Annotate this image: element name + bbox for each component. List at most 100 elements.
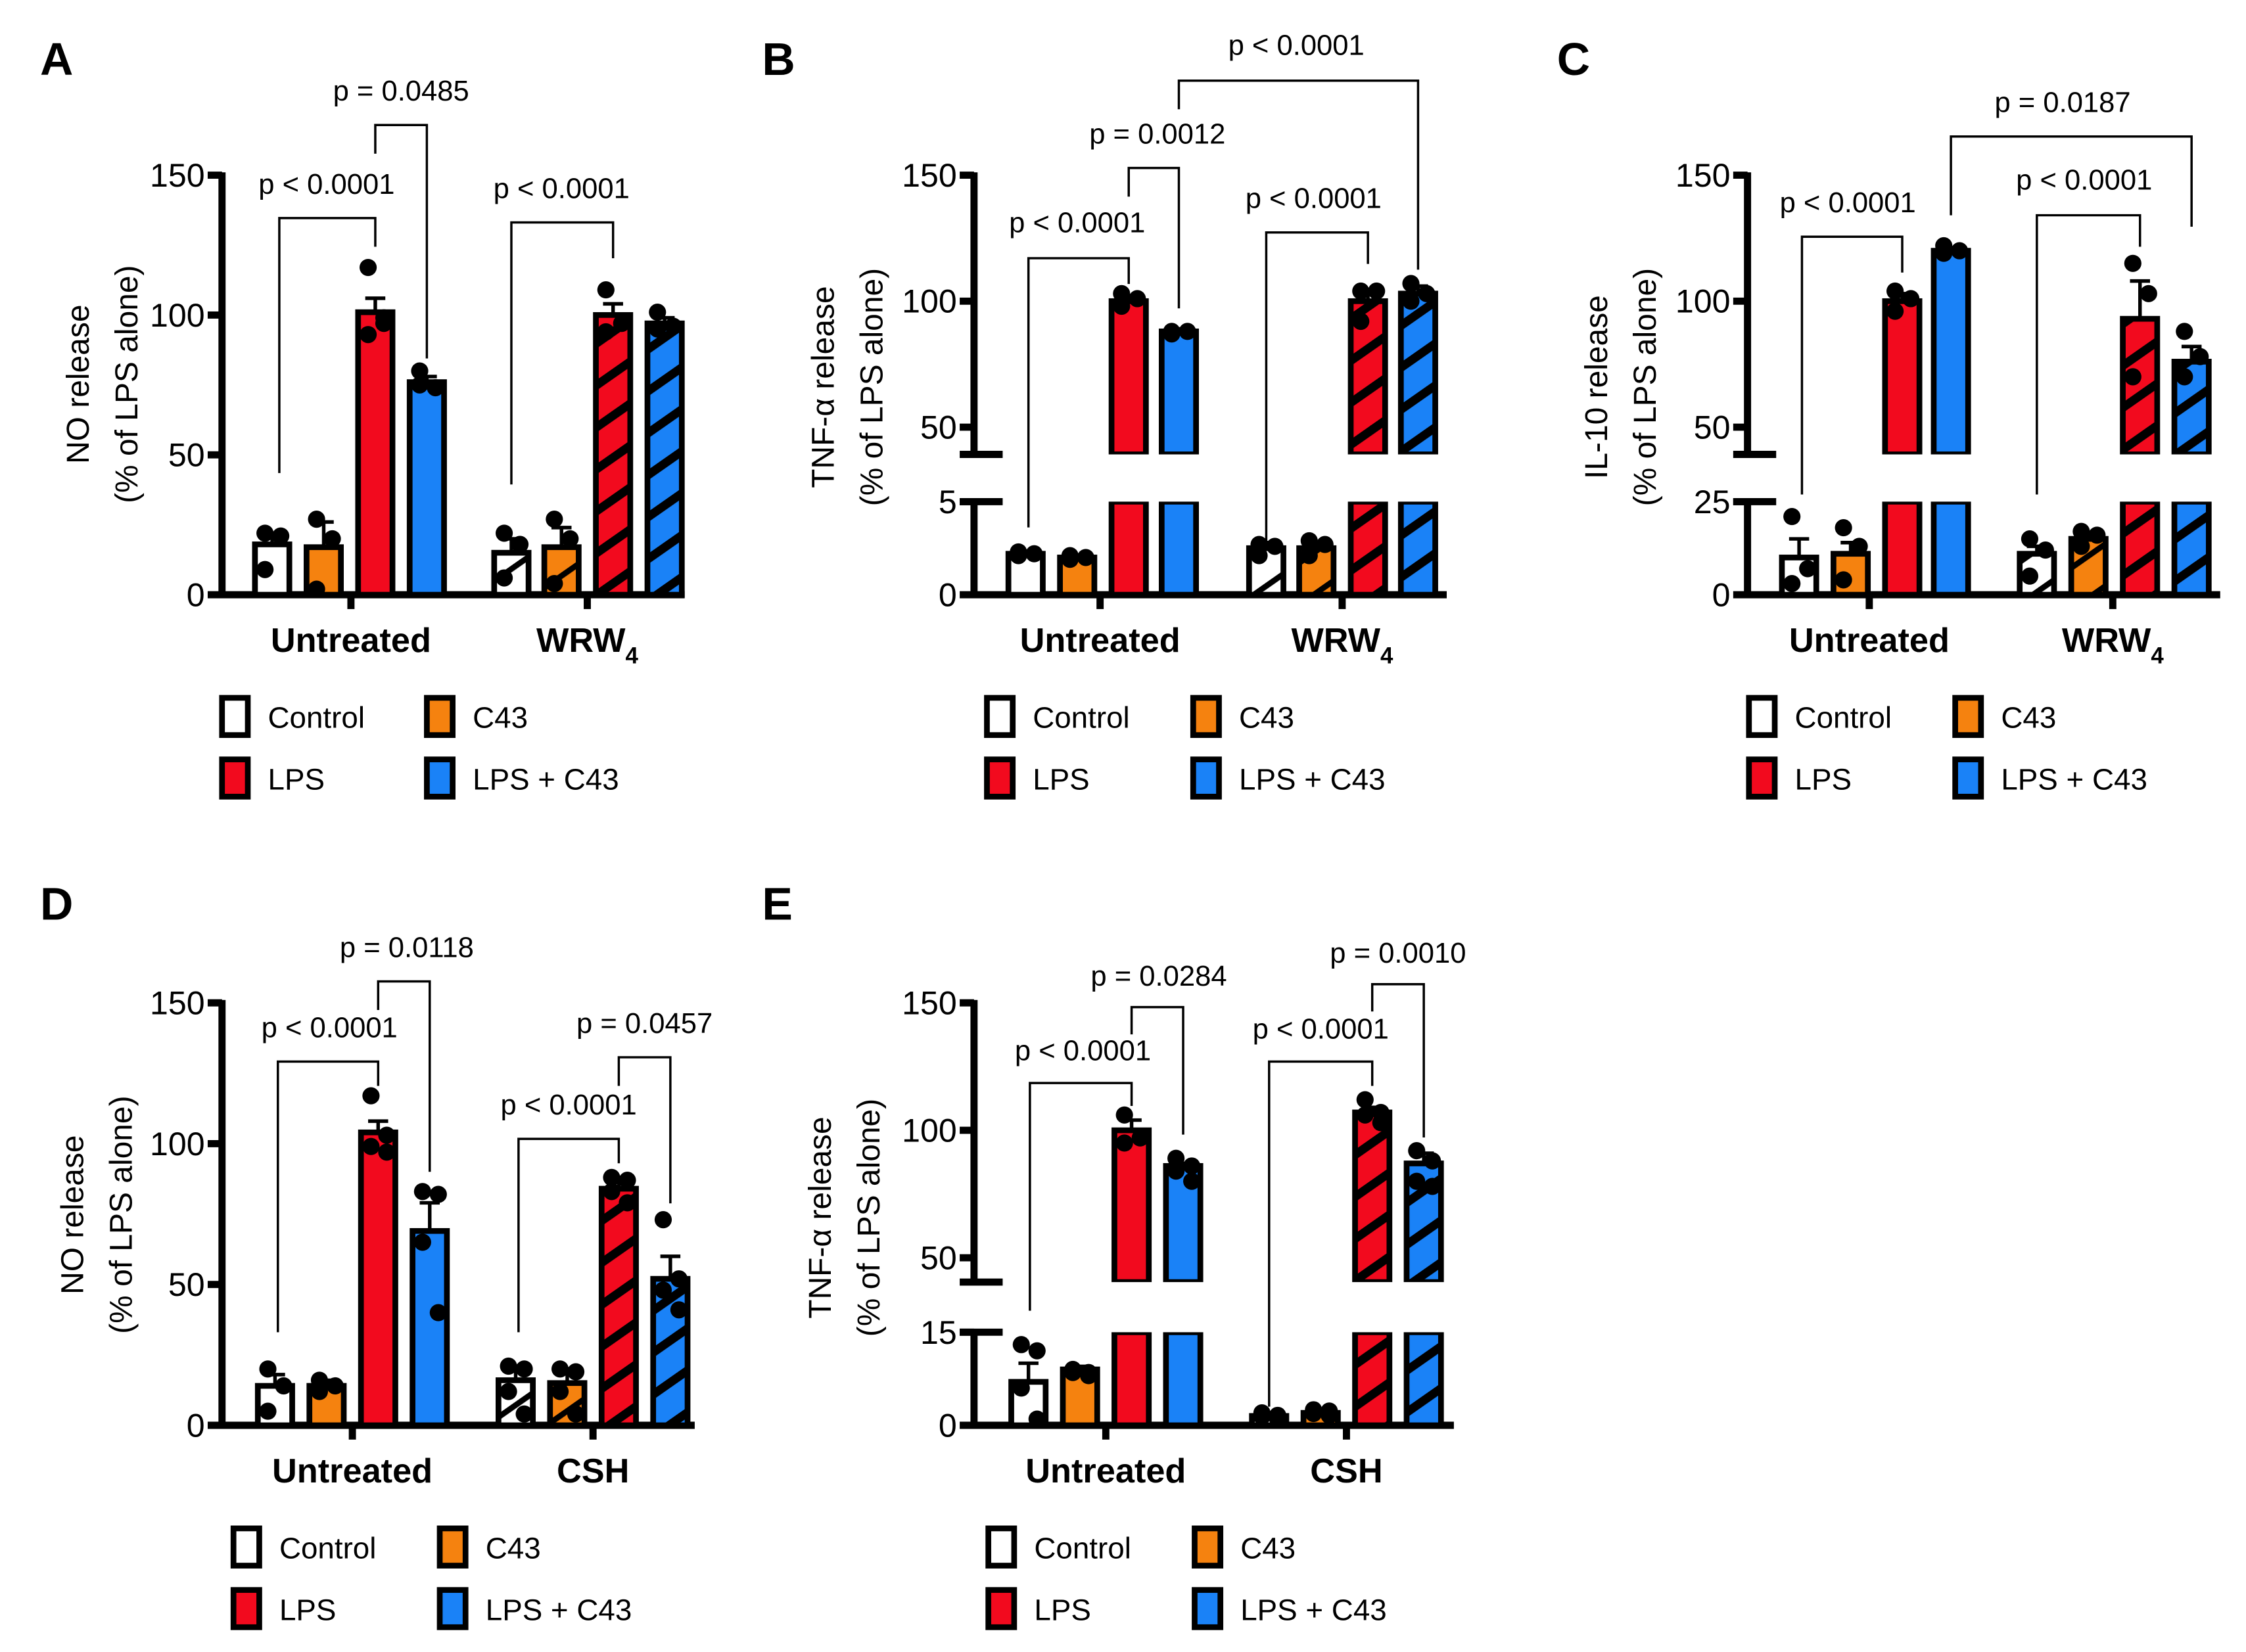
bracket-line <box>1027 257 1130 528</box>
data-point <box>275 1377 292 1395</box>
data-point <box>429 1304 447 1321</box>
bar-group <box>1246 536 1286 598</box>
data-point <box>1012 1336 1030 1354</box>
data-point <box>511 536 529 553</box>
data-point <box>1783 574 1801 593</box>
bar-lower-segment <box>2120 499 2161 598</box>
legend: Control C43 LPS LPS + C43 <box>230 1525 632 1630</box>
data-point <box>1799 560 1817 578</box>
data-point <box>259 1360 277 1378</box>
data-point <box>1356 1091 1374 1109</box>
y-tick-label: 100 <box>902 283 957 320</box>
bar <box>1397 290 1438 457</box>
legend-item: LPS + C43 <box>436 1587 632 1630</box>
data-point <box>259 1402 277 1420</box>
bar-lower-segment <box>1882 499 1923 598</box>
bar-lower-segment <box>1930 499 1971 598</box>
y-tick-label: 150 <box>902 985 957 1022</box>
bracket-line <box>517 1137 620 1333</box>
axis-break-gap <box>1110 1282 1154 1333</box>
bar <box>2120 315 2161 457</box>
legend-item: C43 <box>436 1525 541 1569</box>
y-tick-label: 100 <box>150 297 205 334</box>
data-point <box>1010 547 1027 564</box>
data-point <box>1935 244 1953 262</box>
bar <box>1111 1127 1152 1285</box>
significance-bracket: p = 0.0012 <box>1089 119 1225 309</box>
data-point <box>1113 297 1131 315</box>
legend-item: Control <box>984 695 1130 738</box>
legend-label: LPS + C43 <box>1239 762 1386 796</box>
data-point <box>1266 538 1284 555</box>
data-point <box>1167 1149 1185 1167</box>
legend-swatch <box>424 695 456 738</box>
significance-bracket: p < 0.0001 <box>2016 164 2152 495</box>
data-point <box>1951 242 1969 260</box>
bar-lower-segment <box>1111 1329 1152 1429</box>
bracket-line <box>1127 166 1181 309</box>
p-value-label: p = 0.0118 <box>340 932 474 963</box>
data-point <box>1356 1106 1374 1124</box>
legend-item: Control <box>230 1525 376 1569</box>
p-value-label: p < 0.0001 <box>494 173 630 204</box>
panel-b: B TNF-α release (% of LPS alone) 0 5 50 100 150… <box>762 30 1447 800</box>
group-label-text: CSH <box>557 1452 629 1490</box>
legend-swatch <box>1190 695 1222 738</box>
bar <box>358 1129 398 1429</box>
y-axis-label: NO release (% of LPS alone) <box>61 265 145 503</box>
data-point <box>496 569 513 587</box>
p-value-label: p < 0.0001 <box>1015 1035 1151 1067</box>
legend-item: Control <box>985 1525 1131 1569</box>
data-point <box>2088 526 2106 544</box>
data-point <box>619 1172 636 1189</box>
bracket-line <box>1950 135 2193 227</box>
panel-c: C IL-10 release (% of LPS alone) 0 25 50 100 15… <box>1557 34 2220 800</box>
bar <box>355 309 396 598</box>
data-point <box>1835 518 1852 537</box>
data-point <box>603 1168 620 1186</box>
legend-swatch <box>424 756 456 800</box>
data-point <box>603 1183 620 1201</box>
p-value-label: p < 0.0001 <box>1009 208 1145 239</box>
significance-bracket: p < 0.0001 <box>1246 183 1382 542</box>
y-axis-label-line: NO release <box>55 1135 90 1294</box>
data-point <box>1080 1367 1098 1385</box>
y-tick-label: 100 <box>1675 283 1731 320</box>
legend-swatch <box>1746 695 1778 738</box>
data-point <box>256 524 274 542</box>
legend-label: C43 <box>486 1532 541 1565</box>
data-point <box>1408 1172 1426 1190</box>
axis-break-gap <box>1402 1282 1445 1333</box>
data-point <box>561 530 579 547</box>
legend-swatch <box>1746 756 1778 800</box>
axis-break-gap <box>1346 454 1390 502</box>
legend-label: C43 <box>2001 701 2056 735</box>
data-point <box>411 362 429 380</box>
p-value-label: p < 0.0001 <box>262 1012 398 1044</box>
data-point <box>597 323 615 341</box>
data-point <box>551 1383 569 1400</box>
bracket-line <box>2036 214 2141 495</box>
legend-swatch <box>219 695 251 738</box>
data-point <box>2176 368 2193 386</box>
legend-swatch <box>1192 1525 1224 1569</box>
significance-bracket: p < 0.0001 <box>1015 1035 1151 1311</box>
bracket-line <box>374 124 429 359</box>
group-label: CSH <box>557 1452 629 1490</box>
data-point <box>323 530 341 547</box>
y-tick-label: 0 <box>939 1407 957 1444</box>
legend-label: LPS + C43 <box>473 762 619 796</box>
y-tick-label: 50 <box>920 409 957 446</box>
bar-lower-segment <box>2171 499 2212 598</box>
legend-swatch <box>230 1587 262 1630</box>
p-value-label: p = 0.0010 <box>1330 938 1466 969</box>
bar <box>406 379 447 598</box>
p-value-label: p < 0.0001 <box>1780 187 1916 219</box>
data-point <box>1352 282 1370 300</box>
legend-item: LPS + C43 <box>1192 1587 1387 1630</box>
data-point <box>362 1137 380 1155</box>
data-point <box>1372 1114 1390 1132</box>
y-axis-label: TNF-α release (% of LPS alone) <box>806 268 889 506</box>
panel-d: D NO release (% of LPS alone) 0 50 100 150 Untr… <box>40 879 713 1630</box>
bar-lower-segment <box>1352 1329 1393 1429</box>
